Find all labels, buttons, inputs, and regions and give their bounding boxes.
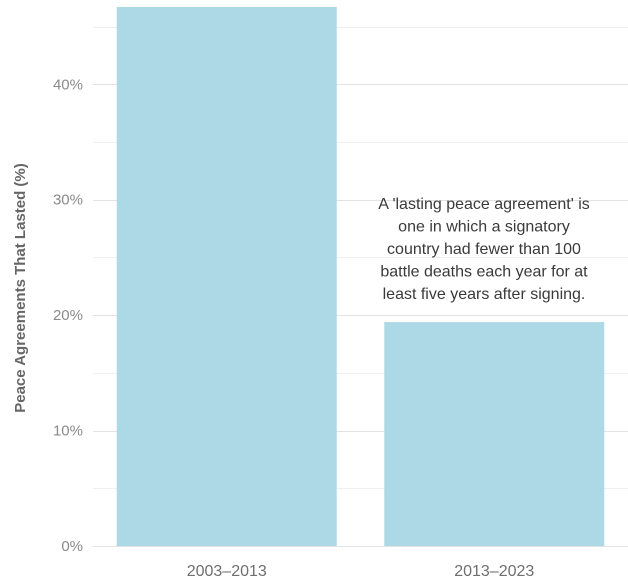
- annotation-line: one in which a signatory: [398, 219, 570, 236]
- annotation-line: country had fewer than 100: [387, 241, 581, 258]
- annotation-line: least five years after signing.: [383, 286, 586, 303]
- y-tick-label: 40%: [53, 76, 83, 93]
- y-tick-label: 30%: [53, 192, 83, 209]
- y-axis-label: Peace Agreements That Lasted (%): [12, 163, 29, 413]
- annotation-text: A 'lasting peace agreement' is one in whi…: [378, 196, 590, 303]
- y-tick-label: 0%: [61, 538, 83, 555]
- annotation-line: A 'lasting peace agreement' is: [378, 196, 590, 213]
- y-tick-label: 10%: [53, 423, 83, 440]
- y-tick-labels: 0% 10% 20% 30% 40%: [53, 76, 83, 555]
- y-tick-label: 20%: [53, 307, 83, 324]
- bar-1: [384, 322, 605, 546]
- x-category-label: 2003–2013: [187, 563, 267, 580]
- bars: [116, 7, 605, 546]
- x-category-label: 2013–2023: [454, 563, 534, 580]
- bar-0: [116, 7, 337, 546]
- x-category-labels: 2003–2013 2013–2023: [187, 563, 535, 580]
- annotation-line: battle deaths each year for at: [380, 264, 588, 281]
